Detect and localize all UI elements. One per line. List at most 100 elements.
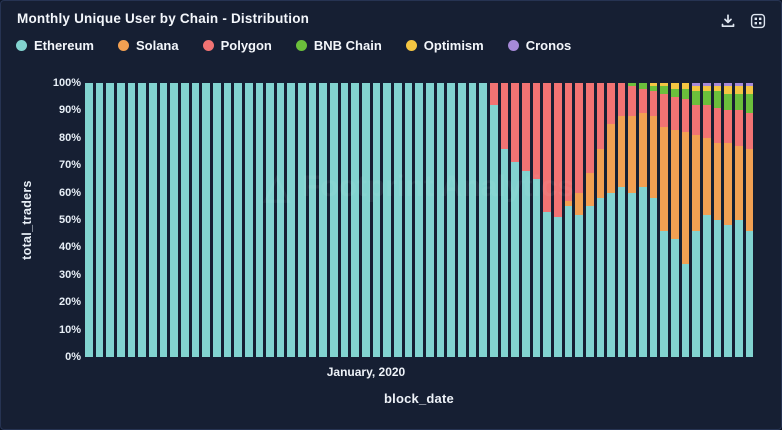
bar-2022-04[interactable]	[649, 83, 658, 357]
legend-item-cronos[interactable]: Cronos	[507, 38, 571, 53]
bar-2020-08[interactable]	[436, 83, 445, 357]
bar-segment-polygon	[500, 83, 509, 149]
bar-2020-01[interactable]	[362, 83, 370, 357]
bar-2019-06[interactable]	[287, 83, 296, 357]
bar-2020-11[interactable]	[468, 83, 477, 357]
download-icon[interactable]	[719, 12, 737, 30]
bar-2021-04[interactable]	[521, 83, 530, 357]
bar-2019-02[interactable]	[244, 83, 253, 357]
bar-2021-08[interactable]	[564, 83, 573, 357]
panel-header: Monthly Unique User by Chain - Distribut…	[1, 1, 781, 30]
bar-segment-ethereum	[234, 83, 242, 357]
bar-segment-ethereum	[639, 187, 647, 357]
legend-dot-cronos	[507, 40, 519, 51]
bar-2019-08[interactable]	[308, 83, 317, 357]
bar-2018-07[interactable]	[170, 83, 178, 357]
bar-2019-03[interactable]	[255, 83, 264, 357]
legend-item-ethereum[interactable]: Ethereum	[16, 38, 94, 53]
y-tick-label: 50%	[58, 214, 81, 226]
bar-2020-10[interactable]	[457, 83, 466, 357]
bar-2018-02[interactable]	[116, 83, 125, 357]
bar-segment-ethereum	[415, 83, 423, 357]
bar-2021-12[interactable]	[607, 83, 615, 357]
bar-2022-03[interactable]	[639, 83, 647, 357]
bar-2020-03[interactable]	[383, 83, 392, 357]
bar-2023-01[interactable]	[745, 83, 754, 357]
bar-2022-01[interactable]	[617, 83, 626, 357]
bar-segment-ethereum	[319, 83, 328, 357]
bar-2022-10[interactable]	[713, 83, 722, 357]
bar-2020-07[interactable]	[426, 83, 434, 357]
bar-2019-12[interactable]	[351, 83, 360, 357]
bar-2018-05[interactable]	[148, 83, 157, 357]
legend-item-optimism[interactable]: Optimism	[405, 38, 484, 53]
bar-segment-ethereum	[521, 170, 530, 357]
bar-segment-ethereum	[180, 83, 189, 357]
bar-2021-03[interactable]	[511, 83, 519, 357]
bar-2018-04[interactable]	[138, 83, 146, 357]
bar-2021-09[interactable]	[575, 83, 583, 357]
legend-item-bnb-chain[interactable]: BNB Chain	[295, 38, 382, 53]
bar-segment-ethereum	[138, 83, 146, 357]
bar-2022-11[interactable]	[724, 83, 733, 357]
bar-segment-optimism	[660, 83, 669, 86]
bar-segment-polygon	[617, 83, 626, 116]
bar-2019-01[interactable]	[234, 83, 242, 357]
bar-2021-01[interactable]	[489, 83, 498, 357]
bar-2018-01[interactable]	[106, 83, 114, 357]
y-axis-ticks: 0% 10% 20% 30% 40% 50% 60% 70% 80% 90% 100%	[39, 77, 81, 363]
bar-2021-02[interactable]	[500, 83, 509, 357]
bar-segment-ethereum	[745, 230, 754, 357]
bar-segment-polygon	[735, 110, 743, 147]
bar-2022-09[interactable]	[703, 83, 711, 357]
bar-2019-11[interactable]	[340, 83, 349, 357]
bar-2018-11[interactable]	[212, 83, 221, 357]
bar-2020-02[interactable]	[372, 83, 381, 357]
bar-2022-07[interactable]	[681, 83, 690, 357]
bar-2018-08[interactable]	[180, 83, 189, 357]
bar-2018-09[interactable]	[191, 83, 200, 357]
bar-2018-03[interactable]	[127, 83, 136, 357]
bar-2019-04[interactable]	[266, 83, 274, 357]
bar-2020-05[interactable]	[404, 83, 413, 357]
bar-2018-10[interactable]	[202, 83, 210, 357]
bar-2020-09[interactable]	[447, 83, 455, 357]
bar-2020-04[interactable]	[394, 83, 402, 357]
chart-region: total_traders 0% 10% 20% 30% 40% 50% 60% 70% 80%…	[3, 65, 771, 406]
bar-segment-polygon	[553, 83, 562, 218]
bar-2018-06[interactable]	[159, 83, 168, 357]
y-tick-label: 60%	[58, 186, 81, 199]
bar-segment-solana	[745, 148, 754, 231]
bar-2019-05[interactable]	[276, 83, 285, 357]
bar-2018-12[interactable]	[223, 83, 232, 357]
bar-2017-11[interactable]	[85, 83, 93, 357]
legend-item-polygon[interactable]: Polygon	[202, 38, 272, 53]
bar-2020-12[interactable]	[479, 83, 487, 357]
plot-area: △ Footprint Analytics	[85, 83, 754, 357]
bar-segment-solana	[639, 113, 647, 188]
bar-2019-10[interactable]	[330, 83, 338, 357]
bar-2019-09[interactable]	[319, 83, 328, 357]
bar-segment-ethereum	[511, 162, 519, 357]
bar-segment-solana	[713, 143, 722, 220]
legend-item-solana[interactable]: Solana	[117, 38, 179, 53]
bar-segment-solana	[649, 115, 658, 199]
bar-segment-ethereum	[585, 206, 594, 357]
bar-2021-05[interactable]	[532, 83, 541, 357]
bar-2021-06[interactable]	[543, 83, 551, 357]
bar-segment-polygon	[703, 104, 711, 138]
apps-icon[interactable]	[749, 12, 767, 30]
bar-2017-12[interactable]	[95, 83, 104, 357]
bar-2022-08[interactable]	[692, 83, 701, 357]
bar-2022-05[interactable]	[660, 83, 669, 357]
bar-2021-07[interactable]	[553, 83, 562, 357]
bar-2021-11[interactable]	[596, 83, 605, 357]
bar-2021-10[interactable]	[585, 83, 594, 357]
y-tick-label: 70%	[58, 159, 81, 172]
bar-2022-02[interactable]	[628, 83, 637, 357]
bar-2020-06[interactable]	[415, 83, 423, 357]
bar-2022-06[interactable]	[671, 83, 679, 357]
bar-segment-optimism	[724, 85, 733, 94]
bar-2019-07[interactable]	[298, 83, 306, 357]
bar-2022-12[interactable]	[735, 83, 743, 357]
